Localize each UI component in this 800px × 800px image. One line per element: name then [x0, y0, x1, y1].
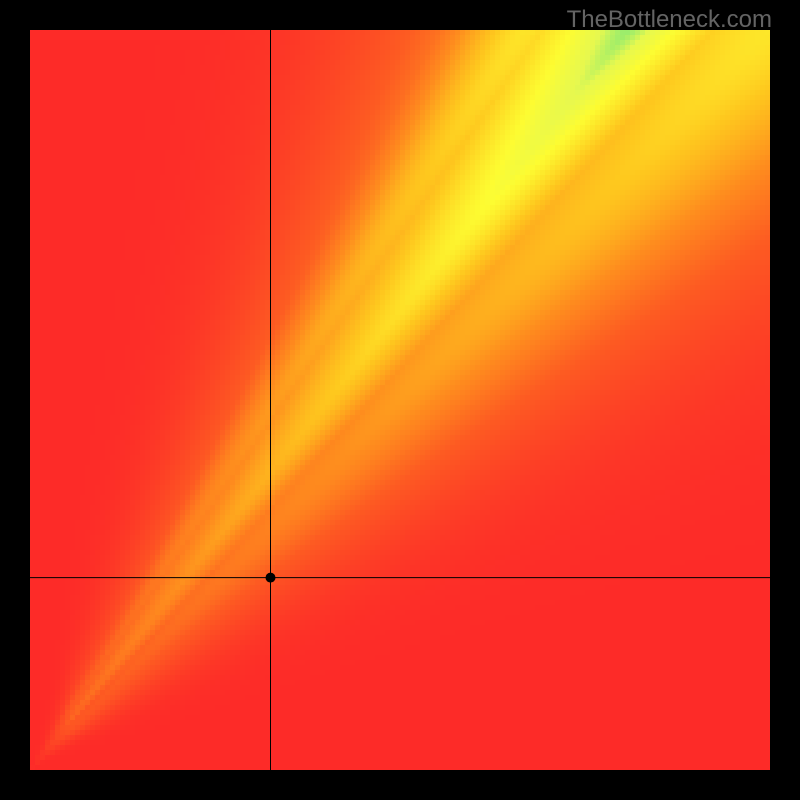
heatmap-canvas	[30, 30, 770, 770]
heatmap-plot	[30, 30, 770, 770]
watermark-text: TheBottleneck.com	[567, 6, 772, 34]
